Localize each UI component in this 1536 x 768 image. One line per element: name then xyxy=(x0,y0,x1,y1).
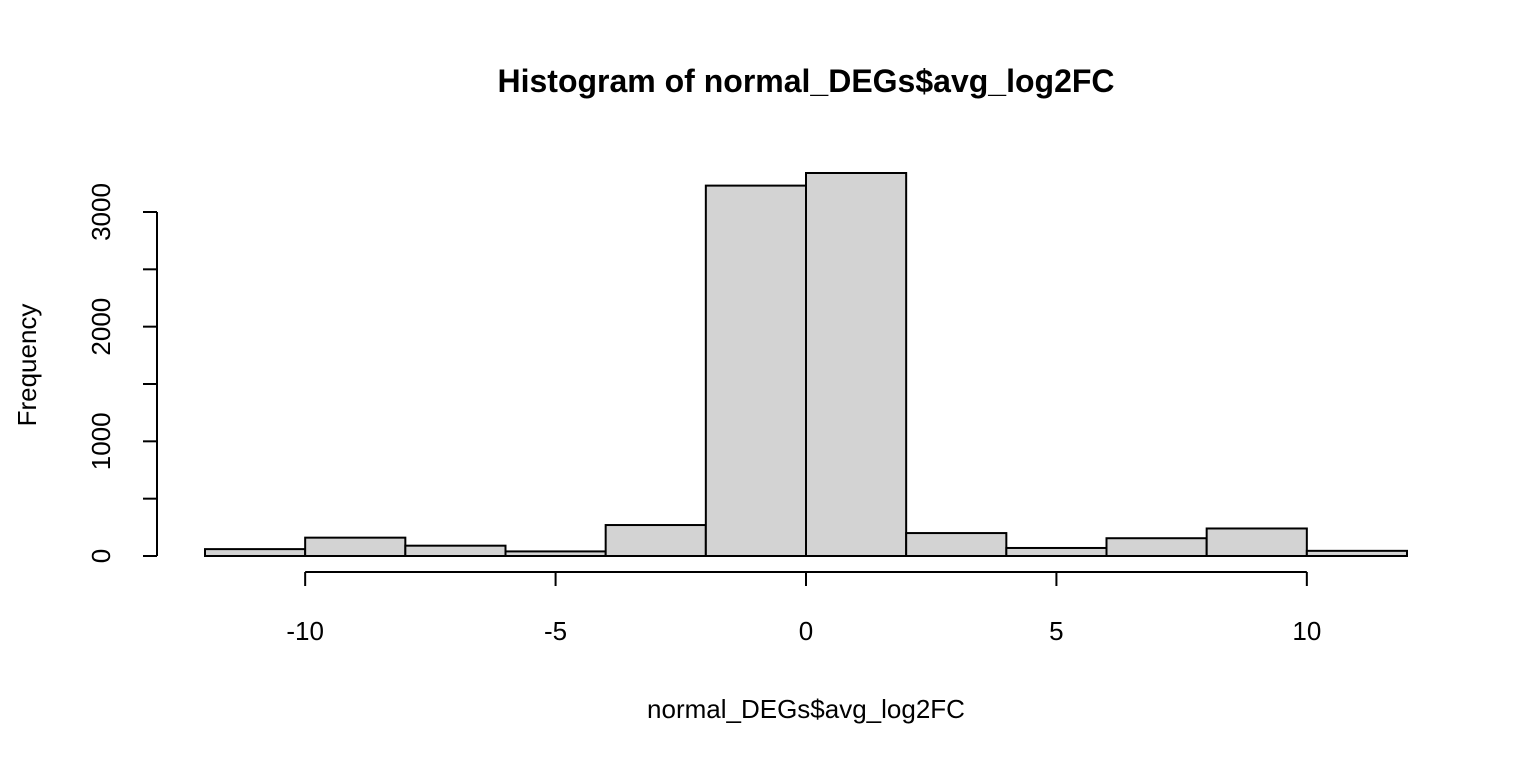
histogram-bar-10 xyxy=(1205,527,1308,558)
histogram-bar-5 xyxy=(704,184,807,557)
histogram-bar-1 xyxy=(304,536,407,558)
y-axis: 0 1000 2000 3000 xyxy=(86,183,158,563)
y-tick-label: 1000 xyxy=(86,412,116,470)
x-tick-label: -10 xyxy=(286,616,324,646)
y-tick-label: 2000 xyxy=(86,298,116,356)
x-tick-label: 0 xyxy=(799,616,813,646)
histogram-bar-8 xyxy=(1005,546,1108,558)
bars-group xyxy=(204,172,1409,558)
y-axis-label: Frequency xyxy=(12,304,42,427)
y-tick-label: 3000 xyxy=(86,183,116,241)
y-tick-label: 0 xyxy=(86,549,116,563)
histogram-bar-11 xyxy=(1305,549,1409,558)
chart-title: Histogram of normal_DEGs$avg_log2FC xyxy=(497,63,1114,99)
histogram-bar-6 xyxy=(805,172,908,557)
x-tick-label: -5 xyxy=(544,616,567,646)
x-axis-label: normal_DEGs$avg_log2FC xyxy=(647,694,965,724)
x-tick-label: 5 xyxy=(1049,616,1063,646)
histogram-bar-2 xyxy=(404,544,507,557)
x-axis: -10 -5 0 5 10 xyxy=(286,571,1321,646)
x-tick-label: 10 xyxy=(1292,616,1321,646)
histogram-bar-9 xyxy=(1105,537,1208,558)
histogram-bar-0 xyxy=(204,548,307,557)
histogram-bar-4 xyxy=(604,524,707,558)
histogram-bar-3 xyxy=(504,550,607,557)
histogram-bar-7 xyxy=(905,532,1008,557)
